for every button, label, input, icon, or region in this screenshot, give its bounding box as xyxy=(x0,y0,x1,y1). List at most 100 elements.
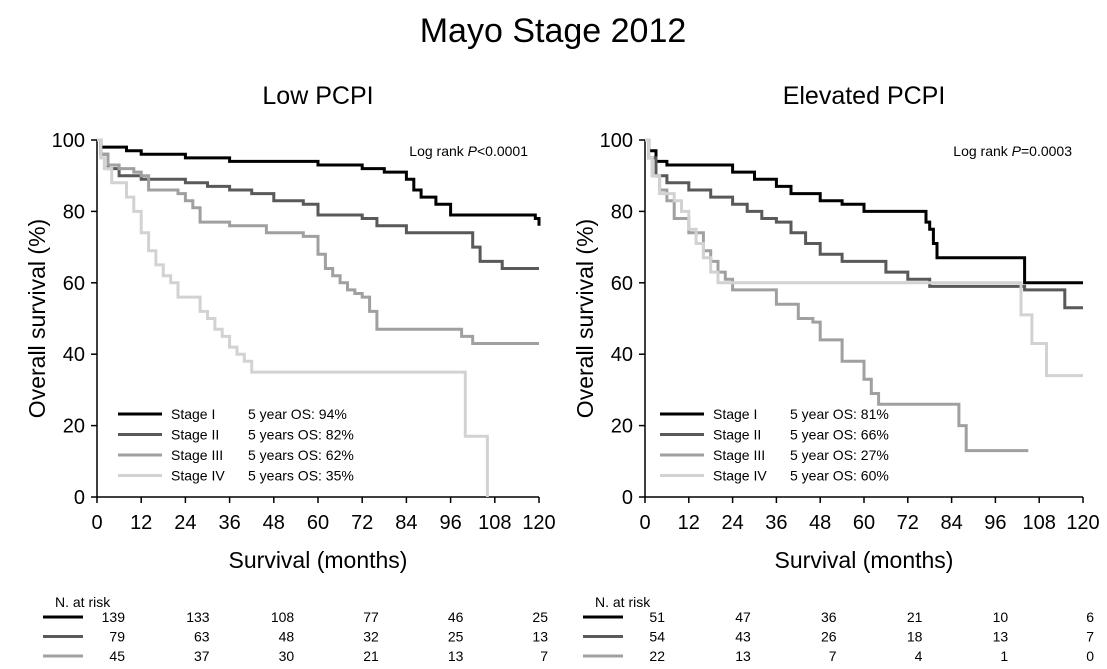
risk-count: 22 xyxy=(649,648,665,664)
risk-count: 139 xyxy=(102,609,126,625)
x-tick-label: 96 xyxy=(984,512,1006,534)
risk-count: 7 xyxy=(1000,668,1008,669)
risk-count: 25 xyxy=(448,629,464,645)
x-tick-label: 48 xyxy=(809,512,831,534)
risk-count: 4 xyxy=(371,668,379,669)
survival-curve-stage-iv xyxy=(645,138,1083,378)
risk-count: 79 xyxy=(109,629,125,645)
x-tick-label: 12 xyxy=(130,512,152,534)
risk-count: 6 xyxy=(286,668,294,669)
legend-series-name: Stage III xyxy=(713,447,765,463)
y-tick-label: 80 xyxy=(611,201,633,223)
x-tick-label: 36 xyxy=(218,512,240,534)
risk-count: 77 xyxy=(363,609,379,625)
y-tick-label: 40 xyxy=(63,344,85,366)
risk-count: 12 xyxy=(735,668,751,669)
log-rank-value: =0.0003 xyxy=(1021,143,1072,159)
legend-series-name: Stage IV xyxy=(171,468,225,484)
log-rank-value: <0.0001 xyxy=(477,143,528,159)
risk-count: 48 xyxy=(279,629,295,645)
legend-series-label: 5 years OS: 62% xyxy=(248,447,354,463)
legend-series-name: Stage II xyxy=(713,427,761,443)
survival-curve-stage-iii xyxy=(97,138,539,345)
risk-count: 63 xyxy=(194,629,210,645)
risk-count: 21 xyxy=(907,609,923,625)
risk-count: 25 xyxy=(532,609,548,625)
legend-series-name: Stage II xyxy=(171,427,219,443)
x-tick-label: 60 xyxy=(307,512,329,534)
y-tick-label: 100 xyxy=(52,130,85,152)
y-tick-label: 80 xyxy=(63,201,85,223)
y-axis-label: Overall survival (%) xyxy=(572,219,598,418)
risk-count: 54 xyxy=(649,629,665,645)
risk-count: 10 xyxy=(993,609,1009,625)
legend-series-name: Stage I xyxy=(171,406,215,422)
x-tick-label: 0 xyxy=(639,512,650,534)
risk-table-label: N. at risk xyxy=(595,594,651,610)
risk-count: 30 xyxy=(279,648,295,664)
risk-count: 13 xyxy=(448,648,464,664)
figure-title: Mayo Stage 2012 xyxy=(420,12,687,50)
risk-count: 0 xyxy=(540,668,548,669)
risk-count: 2 xyxy=(456,668,464,669)
risk-count: 13 xyxy=(532,629,548,645)
legend-series-name: Stage IV xyxy=(713,468,767,484)
survival-curve-stage-ii xyxy=(97,138,539,270)
x-tick-label: 108 xyxy=(1023,512,1056,534)
x-tick-label: 96 xyxy=(439,512,461,534)
legend-series-label: 5 year OS: 94% xyxy=(248,406,347,422)
risk-count: 32 xyxy=(363,629,379,645)
risk-count: 0 xyxy=(1086,648,1094,664)
legend-series-label: 5 year OS: 27% xyxy=(790,447,889,463)
x-axis-label: Survival (months) xyxy=(775,547,954,573)
x-tick-label: 72 xyxy=(897,512,919,534)
risk-count: 18 xyxy=(907,629,923,645)
risk-count: 13 xyxy=(993,629,1009,645)
risk-count: 43 xyxy=(735,629,751,645)
legend-series-label: 5 year OS: 60% xyxy=(790,468,889,484)
x-tick-label: 0 xyxy=(91,512,102,534)
risk-count: 26 xyxy=(821,629,837,645)
x-tick-label: 84 xyxy=(940,512,962,534)
survival-curve-stage-iv xyxy=(97,138,489,497)
legend-series-label: 5 years OS: 35% xyxy=(248,468,354,484)
x-tick-label: 24 xyxy=(174,512,196,534)
risk-count: 7 xyxy=(540,648,548,664)
risk-count: 47 xyxy=(735,609,751,625)
survival-curve-stage-i xyxy=(645,138,1083,285)
risk-table-label: N. at risk xyxy=(55,594,111,610)
y-tick-label: 40 xyxy=(611,344,633,366)
log-rank-annotation: Log rank P<0.0001 xyxy=(409,143,528,159)
risk-count: 133 xyxy=(186,609,210,625)
risk-count: 21 xyxy=(363,648,379,664)
legend-series-name: Stage III xyxy=(171,447,223,463)
risk-count: 13 xyxy=(194,668,210,669)
risk-count: 13 xyxy=(735,648,751,664)
risk-count: 1 xyxy=(1000,648,1008,664)
y-tick-label: 60 xyxy=(63,273,85,295)
risk-count: 45 xyxy=(109,648,125,664)
log-rank-prefix: Log rank xyxy=(409,143,467,159)
x-tick-label: 84 xyxy=(395,512,417,534)
risk-count: 46 xyxy=(448,609,464,625)
y-tick-label: 60 xyxy=(611,273,633,295)
x-tick-label: 60 xyxy=(853,512,875,534)
risk-count: 3 xyxy=(1086,668,1094,669)
x-tick-label: 120 xyxy=(522,512,555,534)
risk-count: 36 xyxy=(821,609,837,625)
log-rank-p-symbol: P xyxy=(1012,143,1022,159)
log-rank-annotation: Log rank P=0.0003 xyxy=(953,143,1072,159)
y-axis-label: Overall survival (%) xyxy=(24,219,50,418)
x-tick-label: 72 xyxy=(351,512,373,534)
legend-series-name: Stage I xyxy=(713,406,757,422)
x-tick-label: 36 xyxy=(765,512,787,534)
risk-count: 9 xyxy=(915,668,923,669)
risk-count: 9 xyxy=(829,668,837,669)
risk-count: 20 xyxy=(649,668,665,669)
legend-series-label: 5 years OS: 82% xyxy=(248,427,354,443)
y-tick-label: 0 xyxy=(622,487,633,509)
log-rank-p-symbol: P xyxy=(468,143,478,159)
y-tick-label: 100 xyxy=(600,130,633,152)
risk-count: 51 xyxy=(649,609,665,625)
